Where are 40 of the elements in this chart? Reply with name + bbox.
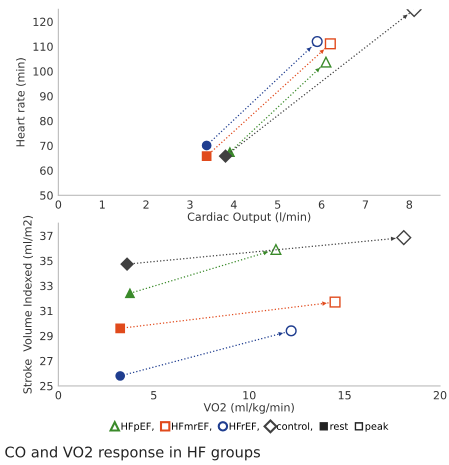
y-tick-label: 37 [40, 232, 53, 240]
y-tick-label: 100 [34, 67, 53, 76]
x-axis-title: Cardiac Output (l/min) [188, 212, 310, 224]
y-tick-label: 25 [40, 382, 53, 390]
y-tick-label: 31 [40, 306, 52, 316]
x-tick-label: 3 [187, 200, 193, 209]
y-tick-label: 29 [40, 332, 53, 340]
x-tick-label: 8 [406, 200, 412, 209]
y-tick-label: 33 [40, 282, 53, 290]
legend-label: HFmrEF, [172, 422, 212, 431]
y-tick-label: 90 [40, 92, 53, 100]
x-tick-label: 0 [56, 200, 62, 209]
text: rest [330, 422, 348, 430]
y-tick-label: 120 [34, 18, 53, 26]
x-tick-label: 7 [362, 200, 368, 209]
x-tick-label: 2 [143, 200, 149, 209]
y-tick-label: 80 [40, 116, 53, 126]
x-tick-label: 5 [151, 391, 156, 400]
x-tick-label: 10 [243, 391, 256, 400]
x-tick-label: 0 [56, 391, 62, 400]
x-tick-label: 4 [230, 200, 237, 209]
y-tick-label: 60 [40, 166, 53, 175]
y-axis-title: Heart rate (min) [16, 58, 26, 146]
x-tick-label: 6 [318, 200, 324, 209]
x-tick-label: 1 [100, 200, 105, 209]
x-tick-label: 20 [434, 391, 446, 400]
y-tick-label: 35 [40, 256, 53, 266]
text: CO and VO2 response in HF groups [5, 446, 260, 460]
legend-label: HFpEF, [122, 422, 154, 432]
y-tick-label: 50 [40, 191, 53, 200]
x-axis-title: VO2 (ml/kg/min) [204, 402, 294, 414]
legend-label: HFrEF, [230, 422, 259, 431]
y-tick-label: 110 [34, 42, 53, 51]
y-tick-label: 70 [40, 142, 53, 150]
y-axis-title: Stroke Volume Indexed (ml/m2) [23, 216, 33, 394]
x-tick-label: 15 [338, 391, 351, 400]
y-tick-label: 27 [40, 356, 53, 366]
text: peak [366, 422, 388, 432]
x-tick-label: 5 [275, 200, 280, 209]
legend-label: control, [276, 422, 312, 431]
